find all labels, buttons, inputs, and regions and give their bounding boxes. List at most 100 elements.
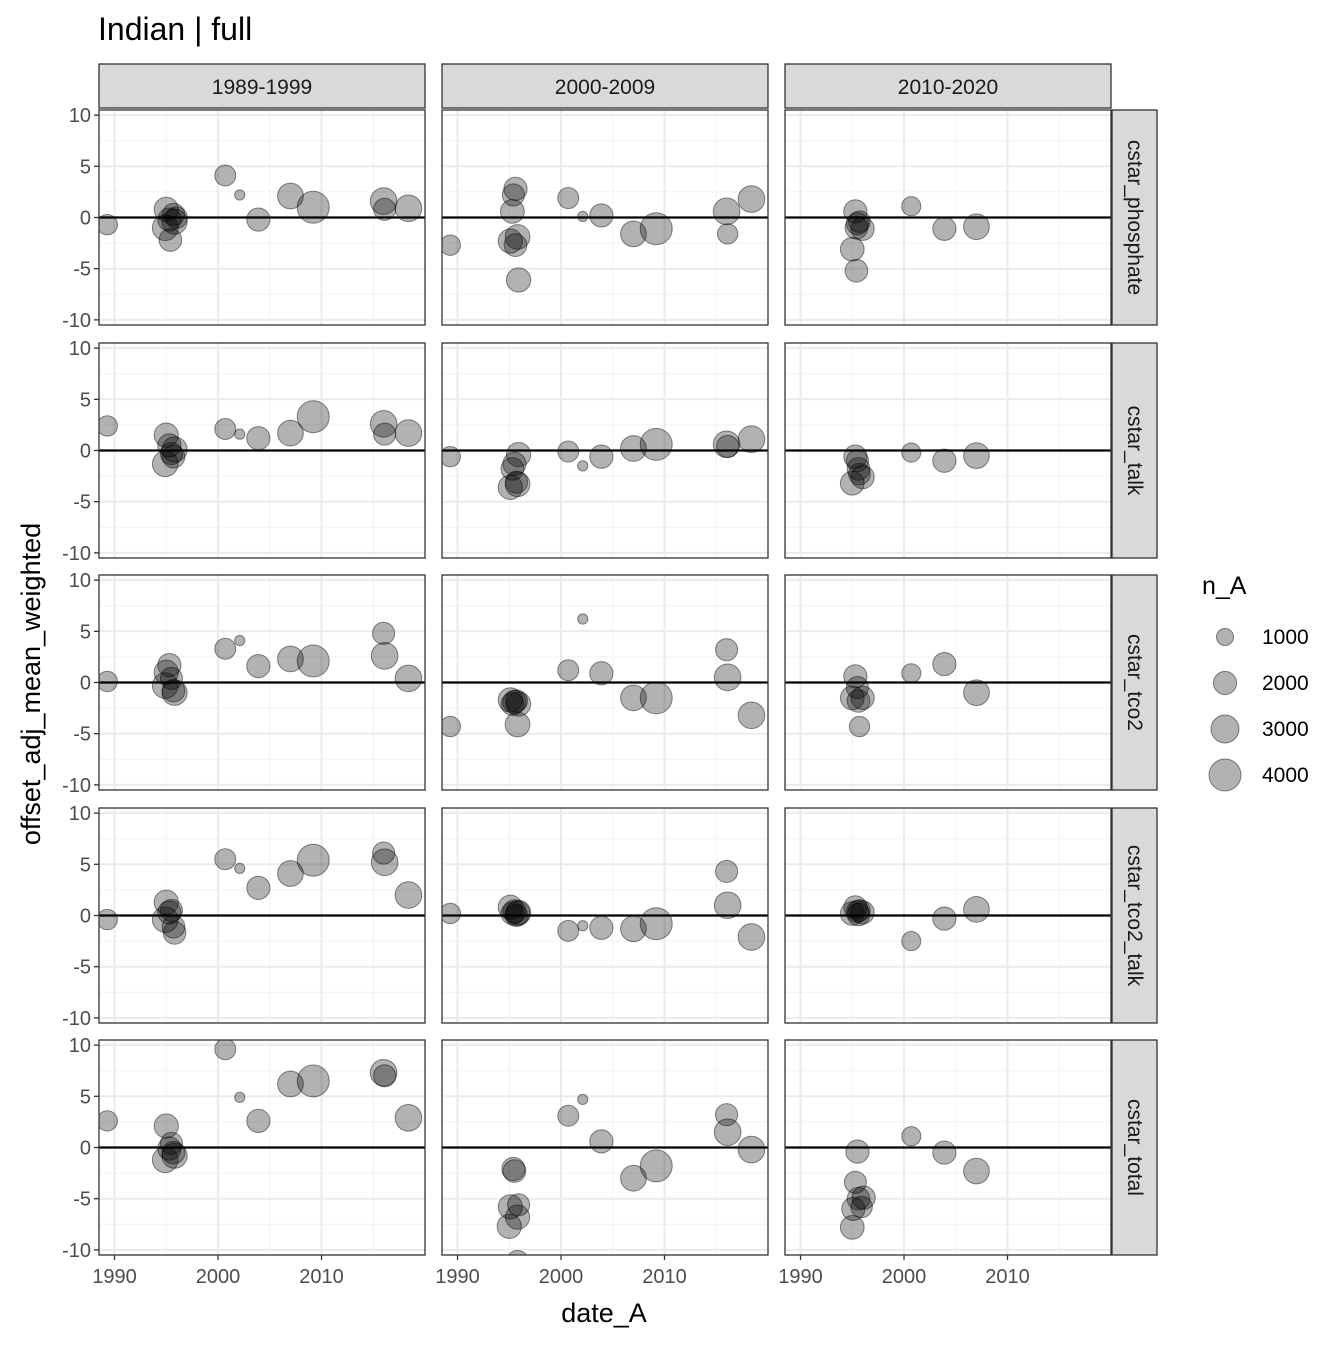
data-point bbox=[901, 663, 922, 684]
data-point bbox=[159, 1131, 184, 1155]
panel-points bbox=[99, 1040, 423, 1174]
facet-panel bbox=[784, 109, 1112, 326]
data-point bbox=[557, 187, 580, 210]
data-point bbox=[99, 213, 118, 236]
data-point bbox=[246, 1108, 271, 1133]
data-point bbox=[497, 228, 523, 254]
y-axis-title: offset_adj_mean_weighted bbox=[16, 523, 46, 845]
data-point bbox=[712, 197, 741, 226]
data-point bbox=[504, 903, 529, 928]
data-point bbox=[963, 442, 990, 469]
strip-background bbox=[441, 63, 769, 109]
data-point bbox=[577, 613, 589, 625]
data-point bbox=[716, 223, 739, 245]
panel-points bbox=[99, 841, 423, 945]
data-point bbox=[839, 470, 865, 496]
panel-border bbox=[441, 807, 769, 1024]
data-point bbox=[161, 202, 186, 226]
strip-background bbox=[1111, 807, 1158, 1024]
data-point bbox=[99, 415, 118, 437]
data-point bbox=[850, 685, 875, 710]
data-point bbox=[932, 448, 957, 473]
data-point bbox=[151, 906, 179, 933]
y-tick-label: -5 bbox=[73, 1189, 91, 1211]
data-point bbox=[394, 881, 423, 909]
y-tick-label: -5 bbox=[73, 957, 91, 979]
data-point bbox=[843, 895, 868, 920]
data-point bbox=[234, 1091, 246, 1103]
data-point bbox=[214, 848, 237, 871]
facet-panel bbox=[441, 574, 769, 791]
panel-points bbox=[99, 400, 423, 478]
data-point bbox=[901, 931, 922, 952]
data-point bbox=[843, 664, 868, 689]
data-point bbox=[234, 428, 246, 440]
data-point bbox=[161, 436, 188, 463]
data-point bbox=[845, 212, 870, 236]
data-point bbox=[901, 196, 922, 217]
data-point bbox=[713, 1118, 742, 1146]
data-point bbox=[715, 638, 739, 662]
data-point bbox=[99, 670, 118, 693]
data-point bbox=[246, 875, 271, 900]
legend-label: 2000 bbox=[1262, 672, 1309, 695]
y-tick-label: -10 bbox=[62, 310, 91, 332]
data-point bbox=[159, 442, 184, 466]
legend-label: 3000 bbox=[1262, 718, 1309, 741]
y-tick-label: -10 bbox=[62, 543, 91, 565]
data-point bbox=[557, 919, 580, 942]
data-point bbox=[394, 1103, 423, 1132]
data-point bbox=[589, 203, 614, 228]
legend-label: 1000 bbox=[1262, 626, 1309, 649]
strip-label: 2000-2009 bbox=[555, 76, 655, 99]
data-point bbox=[369, 1058, 398, 1087]
y-tick-label: 10 bbox=[69, 1035, 91, 1057]
data-point bbox=[845, 676, 870, 700]
data-point bbox=[577, 460, 589, 472]
x-tick-label: 2010 bbox=[985, 1266, 1030, 1288]
data-point bbox=[848, 899, 871, 922]
data-point bbox=[234, 634, 246, 647]
data-point bbox=[504, 900, 531, 927]
data-point bbox=[502, 451, 527, 476]
data-point bbox=[442, 234, 461, 256]
data-point bbox=[846, 689, 871, 713]
data-point bbox=[845, 1139, 870, 1164]
y-tick-label: -5 bbox=[73, 492, 91, 514]
facet-panel bbox=[784, 574, 1112, 791]
panel-border bbox=[784, 807, 1112, 1024]
data-point bbox=[496, 1213, 522, 1239]
data-point bbox=[963, 1157, 990, 1185]
x-tick-label: 2000 bbox=[539, 1266, 584, 1288]
strip-background bbox=[1111, 574, 1158, 791]
data-point bbox=[932, 216, 957, 241]
data-point bbox=[296, 644, 330, 678]
x-tick-label: 1990 bbox=[778, 1266, 823, 1288]
data-point bbox=[846, 457, 871, 481]
legend-title: n_A bbox=[1202, 572, 1247, 600]
data-point bbox=[500, 457, 525, 481]
data-point bbox=[501, 183, 525, 207]
data-point bbox=[372, 841, 396, 865]
x-tick-label: 2010 bbox=[642, 1266, 687, 1288]
data-point bbox=[296, 843, 330, 877]
facet-panels: 1989-1999 2000-2009 2010-2020 cstar_phospha… bbox=[62, 63, 1158, 1288]
legend-key bbox=[1210, 714, 1240, 744]
panel-border bbox=[441, 574, 769, 791]
panel-points bbox=[839, 651, 990, 738]
data-point bbox=[296, 1064, 330, 1098]
facet-panel: 1990 2000 2010 bbox=[778, 1039, 1112, 1288]
panel-grid bbox=[785, 575, 1111, 790]
data-point bbox=[589, 1129, 614, 1154]
data-point bbox=[234, 862, 246, 875]
data-point bbox=[214, 637, 237, 660]
facet-panel: -10 -5 0 5 10 bbox=[62, 570, 426, 797]
panel-points bbox=[839, 196, 990, 283]
data-point bbox=[504, 471, 531, 498]
panel-border bbox=[784, 342, 1112, 559]
data-point bbox=[737, 1135, 766, 1164]
data-point bbox=[162, 921, 187, 945]
data-point bbox=[841, 1196, 866, 1222]
y-tick-label: -5 bbox=[73, 724, 91, 746]
facet-panel: -10 -5 0 5 10 bbox=[62, 338, 426, 565]
